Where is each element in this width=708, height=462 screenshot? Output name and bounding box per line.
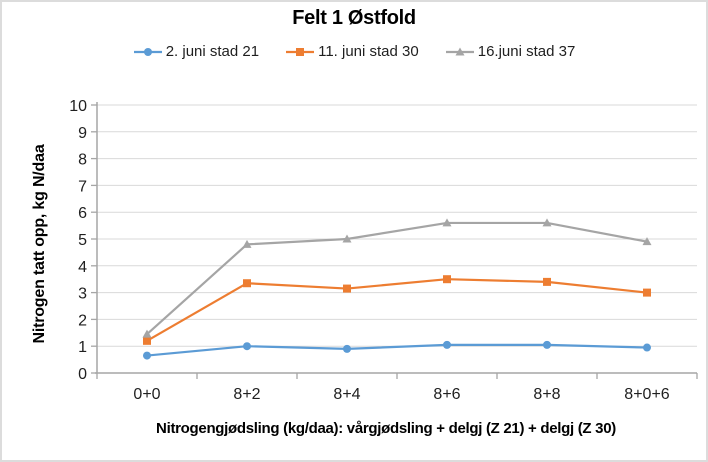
- data-point-marker: [143, 351, 151, 360]
- data-point-marker: [142, 329, 152, 338]
- x-axis-title: Nitrogengjødsling (kg/daa): vårgjødsling…: [156, 420, 616, 437]
- y-tick-label: 10: [69, 98, 87, 115]
- data-point-marker: [343, 284, 351, 293]
- legend-triangle-marker-icon: [445, 47, 474, 55]
- y-tick-label: 0: [78, 366, 87, 383]
- data-point-marker: [343, 344, 351, 353]
- series-line-1: [146, 278, 648, 342]
- x-tick-label: 8+2: [233, 386, 260, 403]
- legend-item: 11. juni stad 30: [285, 43, 419, 60]
- y-tick-label: 5: [78, 232, 87, 249]
- data-point-marker: [543, 277, 551, 286]
- x-tick-label: 8+4: [333, 386, 360, 403]
- x-tick-label: 0+0: [133, 386, 160, 403]
- y-tick-label: 8: [78, 152, 87, 169]
- legend-label: 11. juni stad 30: [318, 43, 419, 60]
- series-line-0: [146, 343, 648, 357]
- data-point-marker: [643, 288, 651, 297]
- data-point-marker: [642, 237, 652, 246]
- legend-label: 2. juni stad 21: [165, 43, 260, 60]
- x-tick-label: 8+6: [433, 386, 460, 403]
- chart-legend: 2. juni stad 21 11. juni stad 30 16.juni s…: [0, 43, 708, 60]
- y-tick-label: 4: [78, 259, 87, 276]
- data-point-marker: [543, 340, 551, 349]
- legend-item: 16.juni stad 37: [445, 43, 576, 60]
- data-point-marker: [442, 218, 452, 227]
- x-tick-label: 8+8: [533, 386, 560, 403]
- legend-square-marker-icon: [286, 47, 315, 56]
- y-axis-title: Nitrogen tatt opp, kg N/daa: [31, 144, 48, 344]
- y-tick-label: 1: [78, 339, 87, 356]
- data-point-marker: [542, 218, 552, 227]
- data-point-marker: [443, 275, 451, 284]
- y-tick-label: 2: [78, 312, 87, 329]
- data-point-marker: [643, 343, 651, 352]
- data-point-marker: [342, 234, 352, 243]
- data-point-marker: [143, 336, 151, 345]
- legend-item: 2. juni stad 21: [133, 43, 259, 60]
- data-point-marker: [242, 239, 252, 248]
- y-tick-label: 6: [78, 205, 87, 222]
- legend-circle-marker-icon: [133, 47, 162, 56]
- y-tick-label: 9: [78, 125, 87, 142]
- series-line-2: [146, 221, 648, 335]
- data-point-marker: [443, 340, 451, 349]
- data-point-marker: [243, 342, 251, 351]
- x-tick-label: 8+0+6: [624, 386, 669, 403]
- chart-title: Felt 1 Østfold: [292, 7, 416, 29]
- y-tick-label: 7: [78, 178, 87, 195]
- y-tick-label: 3: [78, 286, 87, 303]
- data-point-marker: [243, 279, 251, 288]
- legend-label: 16.juni stad 37: [477, 43, 576, 60]
